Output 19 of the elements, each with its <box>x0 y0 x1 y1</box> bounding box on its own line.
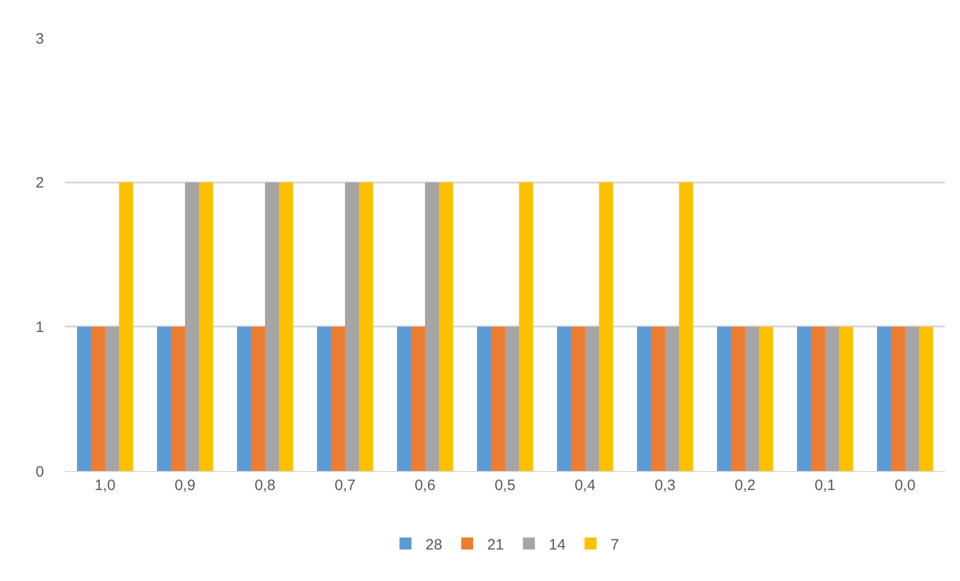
legend-label: 21 <box>487 536 504 554</box>
y-tick-label: 0 <box>36 463 44 480</box>
x-tick-label: 0,0 <box>894 477 916 494</box>
x-tick-label: 0,5 <box>494 477 516 494</box>
x-tick-label: 0,6 <box>414 477 436 494</box>
y-tick-label: 1 <box>36 318 44 336</box>
y-tick-label: 2 <box>36 174 44 192</box>
x-tick-label: 0,1 <box>814 477 836 494</box>
x-tick-label: 0,4 <box>574 477 596 494</box>
legend-label: 28 <box>426 536 442 554</box>
x-tick-label: 0,9 <box>174 477 196 494</box>
x-tick-label: 0,3 <box>654 477 676 494</box>
x-tick-label: 0,8 <box>254 477 276 494</box>
x-tick-label: 0,7 <box>334 477 356 494</box>
x-tick-label: 0,2 <box>734 477 756 494</box>
y-tick-label: 3 <box>36 30 44 48</box>
x-tick-label: 1,0 <box>94 477 116 494</box>
legend-label: 7 <box>610 536 619 554</box>
legend-label: 14 <box>548 536 566 554</box>
